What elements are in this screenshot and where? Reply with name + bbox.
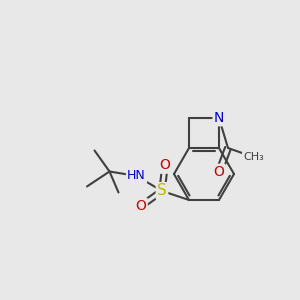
Text: N: N [214,111,224,125]
Text: O: O [160,158,170,172]
Text: S: S [157,184,167,199]
Text: CH₃: CH₃ [243,152,264,162]
Text: HN: HN [127,169,146,182]
Text: O: O [214,165,224,179]
Text: O: O [136,199,146,213]
